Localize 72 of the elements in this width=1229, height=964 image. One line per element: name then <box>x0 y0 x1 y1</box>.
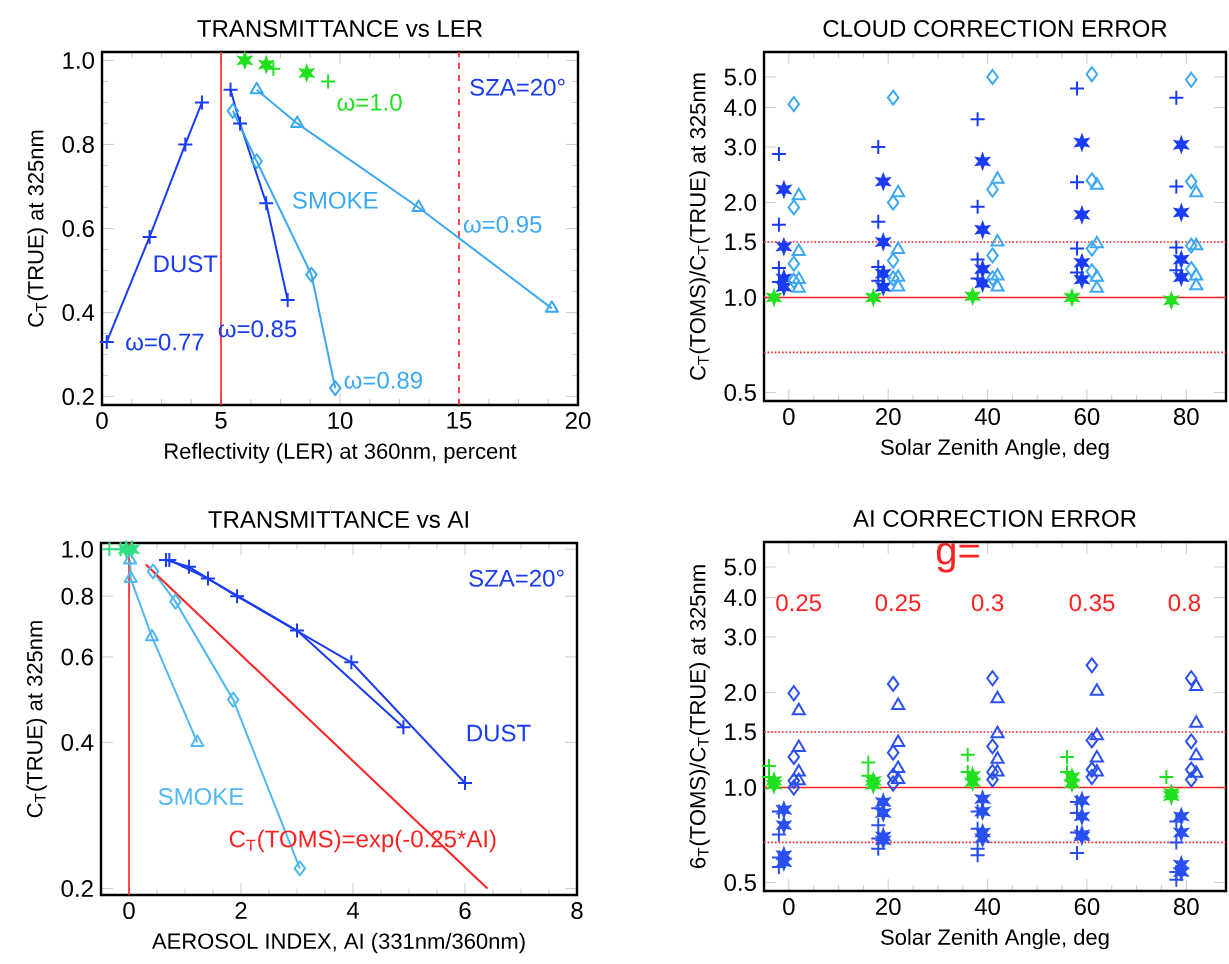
y-tick-label: 0.5 <box>724 384 756 401</box>
series-label: ω=0.95 <box>463 215 542 233</box>
y-tick-label: 1.0 <box>62 540 94 558</box>
y-tick-label: 3.0 <box>724 628 757 646</box>
y-tick-label: 1.0 <box>725 779 757 797</box>
x-tick-label: 4 <box>346 902 359 919</box>
chart-title: AI CORRECTION ERROR <box>853 509 1136 527</box>
x-tick-label: 20 <box>876 898 901 916</box>
y-tick-label: 0.4 <box>61 733 94 751</box>
annotation: SMOKE <box>293 191 378 209</box>
y-tick-label: 0.6 <box>61 648 93 666</box>
x-axis-title: Solar Zenith Angle, deg <box>881 438 1109 460</box>
chart-title: TRANSMITTANCE vs LER <box>197 19 482 37</box>
chart-title: CLOUD CORRECTION ERROR <box>823 19 1167 37</box>
y-tick-label: 1.5 <box>725 233 756 251</box>
y-tick-label: 3.0 <box>724 138 757 156</box>
annotation: SMOKE <box>158 787 244 805</box>
y-axis-title: C$_{T}$(TOMS)/C$_{T}$(TRUE) at 325nm <box>689 73 710 380</box>
y-tick-label: 2.0 <box>724 684 757 702</box>
annotation: DUST <box>154 255 218 273</box>
y-axis-title: C$_{T}$(TRUE) at 325nm <box>27 130 48 327</box>
y-tick-label: 0.8 <box>62 135 94 153</box>
annotation: 0.8 <box>1168 594 1201 612</box>
series-label: ω=0.89 <box>344 371 422 389</box>
annotation: 0.25 <box>875 594 921 612</box>
x-tick-label: 60 <box>1074 408 1100 426</box>
y-tick-label: 2.0 <box>724 194 757 212</box>
annotation: 0.25 <box>776 594 821 612</box>
x-tick-label: 6 <box>459 902 471 920</box>
annotation: 0.3 <box>971 594 1004 612</box>
x-tick-label: 2 <box>235 902 247 919</box>
y-tick-label: 0.6 <box>62 220 94 237</box>
annotation: SZA=20° <box>469 569 564 587</box>
annotation: SZA=20° <box>470 78 565 96</box>
y-tick-label: 1.0 <box>63 51 95 69</box>
y-tick-label: 0.2 <box>61 880 93 898</box>
annotation: g= <box>936 542 979 573</box>
x-tick-label: 0 <box>783 898 795 916</box>
x-tick-label: 0 <box>96 412 108 430</box>
x-tick-label: 10 <box>328 412 353 430</box>
x-tick-label: 8 <box>571 902 583 920</box>
y-tick-label: 4.0 <box>724 99 757 117</box>
y-tick-label: 5.0 <box>724 68 757 86</box>
x-tick-label: 20 <box>876 408 901 426</box>
x-axis-title: Reflectivity (LER) at 360nm, percent <box>165 442 517 464</box>
x-tick-label: 80 <box>1173 408 1199 426</box>
y-axis-title: 6$_{T}$(TOMS)/C$_{T}$(TRUE) at 325nm <box>689 565 710 868</box>
y-tick-label: 4.0 <box>724 589 757 607</box>
y-axis-title: C$_{T}$(TRUE) at 325nm <box>26 621 47 818</box>
y-tick-label: 1.0 <box>725 289 757 307</box>
annotation: DUST <box>467 724 531 742</box>
y-tick-label: 1.5 <box>725 723 756 741</box>
y-tick-label: 0.5 <box>724 874 756 891</box>
x-tick-label: 0 <box>123 902 135 920</box>
x-tick-label: 0 <box>783 408 795 426</box>
series-label: ω=1.0 <box>337 93 402 111</box>
x-tick-label: 20 <box>565 412 591 430</box>
x-tick-label: 60 <box>1074 898 1100 916</box>
chart-title: TRANSMITTANCE vs AI <box>208 510 468 528</box>
y-tick-label: 0.2 <box>62 388 94 406</box>
y-tick-label: 0.4 <box>62 304 95 322</box>
x-tick-label: 40 <box>974 408 1000 426</box>
series-label: ω=0.77 <box>126 333 204 351</box>
x-tick-label: 80 <box>1173 898 1199 916</box>
y-tick-label: 0.8 <box>61 587 93 605</box>
x-axis-title: AEROSOL INDEX, AI (331nm/360nm) <box>151 932 525 954</box>
x-tick-label: 15 <box>447 412 472 429</box>
y-tick-label: 5.0 <box>724 558 757 576</box>
x-tick-label: 40 <box>974 898 1000 916</box>
x-tick-label: 5 <box>215 412 227 429</box>
x-axis-title: Solar Zenith Angle, deg <box>881 928 1109 950</box>
annotation: 0.35 <box>1069 594 1115 612</box>
